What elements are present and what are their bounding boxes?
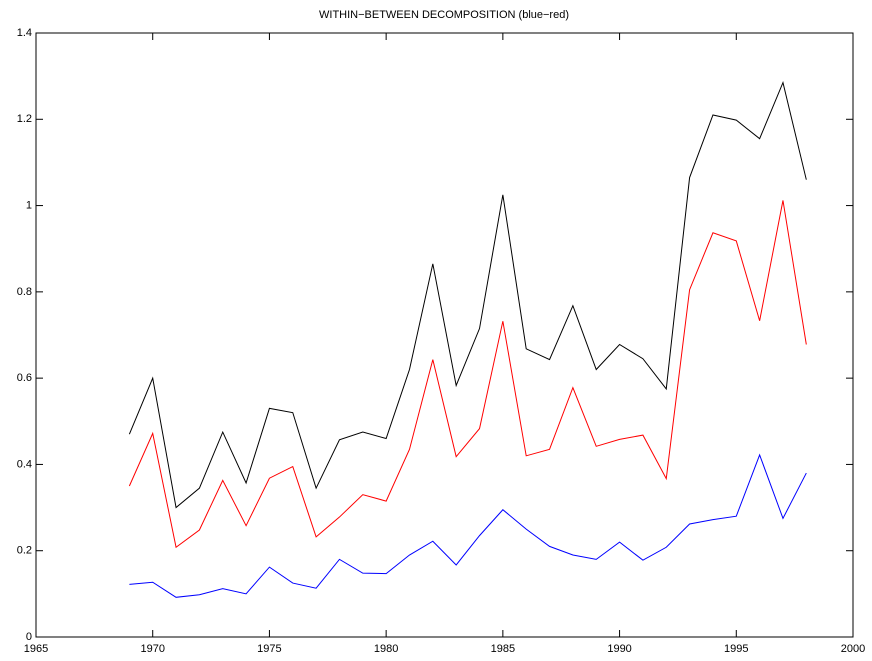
x-tick-label: 1970 [140,643,164,655]
x-tick-label: 2000 [841,643,865,655]
y-tick-label: 0.8 [17,286,32,298]
y-tick-label: 1.2 [17,113,32,125]
series-line [128,200,807,549]
x-tick-label: 1995 [724,643,748,655]
plot-frame [35,32,854,638]
x-tick-label: 1990 [607,643,631,655]
y-tick-label: 0 [26,631,32,643]
y-tick-label: 0.2 [17,545,32,557]
x-tick-label: 1980 [374,643,398,655]
x-tick-label: 1965 [24,643,48,655]
series-line [128,81,807,509]
y-tick-label: 0.4 [17,458,32,470]
x-tick-label: 1975 [257,643,281,655]
y-tick-label: 1.4 [17,27,32,39]
x-tick-label: 1985 [491,643,515,655]
series-line [129,453,807,598]
y-tick-label: 0.6 [17,372,32,384]
y-tick-label: 1 [26,199,32,211]
chart-title: WITHIN−BETWEEN DECOMPOSITION (blue−red) [319,9,569,21]
